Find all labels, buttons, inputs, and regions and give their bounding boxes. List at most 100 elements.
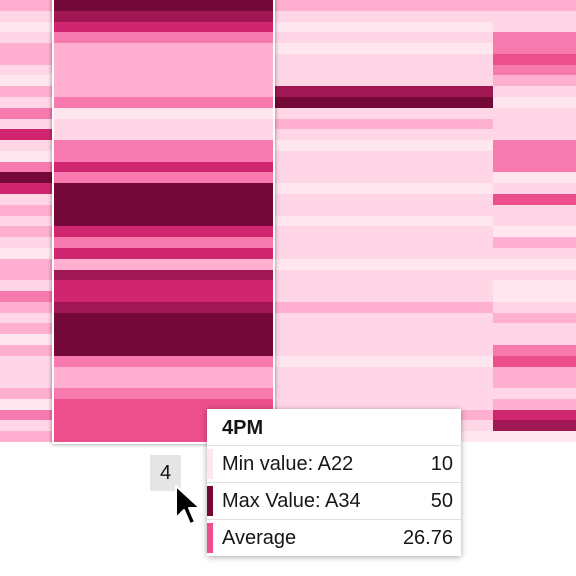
heatmap-cell[interactable] [0, 248, 54, 259]
heatmap-cell[interactable] [54, 43, 273, 54]
heatmap-cell[interactable] [493, 194, 576, 205]
heatmap-cell[interactable] [273, 11, 493, 22]
heatmap-cell[interactable] [0, 237, 54, 248]
heatmap-cell[interactable] [493, 32, 576, 43]
heatmap-cell[interactable] [273, 323, 493, 334]
heatmap-cell[interactable] [0, 54, 54, 65]
heatmap-cell[interactable] [54, 172, 273, 183]
heatmap-cell[interactable] [54, 140, 273, 151]
heatmap-cell[interactable] [273, 377, 493, 388]
heatmap-cell[interactable] [493, 270, 576, 280]
heatmap-cell[interactable] [0, 377, 54, 388]
heatmap-cell[interactable] [54, 194, 273, 205]
heatmap-cell[interactable] [0, 205, 54, 216]
heatmap-cell[interactable] [273, 151, 493, 162]
heatmap-cell[interactable] [273, 237, 493, 248]
heatmap-cell[interactable] [54, 431, 273, 442]
heatmap-cell[interactable] [0, 75, 54, 86]
heatmap-column-selected[interactable] [52, 0, 275, 444]
heatmap-cell[interactable] [54, 54, 273, 65]
heatmap-cell[interactable] [493, 65, 576, 75]
heatmap-cell[interactable] [0, 0, 54, 11]
heatmap-cell[interactable] [273, 313, 493, 323]
heatmap-cell[interactable] [0, 226, 54, 237]
heatmap-cell[interactable] [54, 388, 273, 399]
heatmap-cell[interactable] [0, 280, 54, 291]
heatmap-cell[interactable] [54, 345, 273, 356]
heatmap-cell[interactable] [493, 11, 576, 22]
heatmap-cell[interactable] [54, 270, 273, 280]
heatmap-cell[interactable] [273, 280, 493, 291]
heatmap-column[interactable] [493, 0, 576, 442]
heatmap-cell[interactable] [273, 345, 493, 356]
heatmap-cell[interactable] [0, 388, 54, 399]
heatmap-cell[interactable] [54, 205, 273, 216]
heatmap-cell[interactable] [273, 356, 493, 367]
heatmap-cell[interactable] [273, 43, 493, 54]
heatmap-column[interactable] [273, 0, 493, 442]
heatmap-cell[interactable] [0, 431, 54, 442]
heatmap-cell[interactable] [493, 302, 576, 313]
heatmap-cell[interactable] [0, 140, 54, 151]
heatmap-cell[interactable] [493, 205, 576, 216]
heatmap-cell[interactable] [273, 32, 493, 43]
heatmap-cell[interactable] [54, 108, 273, 119]
heatmap-cell[interactable] [0, 420, 54, 431]
heatmap-cell[interactable] [273, 248, 493, 259]
heatmap-cell[interactable] [54, 32, 273, 43]
heatmap-cell[interactable] [273, 291, 493, 302]
heatmap-cell[interactable] [0, 119, 54, 129]
heatmap-cell[interactable] [54, 313, 273, 323]
heatmap-cell[interactable] [493, 22, 576, 32]
heatmap-cell[interactable] [273, 388, 493, 399]
heatmap-cell[interactable] [0, 399, 54, 410]
heatmap-cell[interactable] [0, 43, 54, 54]
heatmap-cell[interactable] [54, 420, 273, 431]
heatmap-cell[interactable] [54, 162, 273, 172]
heatmap-cell[interactable] [54, 226, 273, 237]
heatmap-cell[interactable] [493, 151, 576, 162]
heatmap-cell[interactable] [0, 291, 54, 302]
heatmap-cell[interactable] [0, 11, 54, 22]
heatmap-cell[interactable] [54, 291, 273, 302]
heatmap-cell[interactable] [54, 302, 273, 313]
heatmap-cell[interactable] [273, 54, 493, 65]
heatmap-cell[interactable] [493, 140, 576, 151]
heatmap-cell[interactable] [0, 172, 54, 183]
heatmap-cell[interactable] [0, 151, 54, 162]
heatmap-cell[interactable] [273, 270, 493, 280]
heatmap-cell[interactable] [493, 97, 576, 108]
heatmap-cell[interactable] [273, 162, 493, 172]
heatmap-cell[interactable] [493, 43, 576, 54]
heatmap-cell[interactable] [273, 129, 493, 140]
heatmap-cell[interactable] [0, 162, 54, 172]
heatmap-cell[interactable] [0, 323, 54, 334]
heatmap-cell[interactable] [0, 259, 54, 270]
heatmap-cell[interactable] [54, 183, 273, 194]
heatmap-cell[interactable] [0, 86, 54, 97]
heatmap-cell[interactable] [54, 367, 273, 377]
heatmap-cell[interactable] [273, 302, 493, 313]
heatmap-cell[interactable] [493, 226, 576, 237]
heatmap-cell[interactable] [493, 420, 576, 431]
heatmap-cell[interactable] [54, 22, 273, 32]
heatmap-cell[interactable] [54, 399, 273, 410]
heatmap-cell[interactable] [0, 129, 54, 140]
heatmap-cell[interactable] [493, 399, 576, 410]
heatmap-cell[interactable] [54, 356, 273, 367]
heatmap-cell[interactable] [54, 216, 273, 226]
heatmap-cell[interactable] [493, 377, 576, 388]
heatmap-cell[interactable] [273, 75, 493, 86]
heatmap-cell[interactable] [54, 86, 273, 97]
heatmap-cell[interactable] [493, 248, 576, 259]
heatmap-cell[interactable] [273, 140, 493, 151]
heatmap-cell[interactable] [493, 237, 576, 248]
heatmap-cell[interactable] [54, 377, 273, 388]
heatmap-cell[interactable] [493, 129, 576, 140]
heatmap-cell[interactable] [493, 183, 576, 194]
heatmap-cell[interactable] [0, 108, 54, 119]
heatmap-cell[interactable] [0, 65, 54, 75]
heatmap-cell[interactable] [493, 367, 576, 377]
heatmap-cell[interactable] [493, 54, 576, 65]
heatmap-cell[interactable] [0, 32, 54, 43]
